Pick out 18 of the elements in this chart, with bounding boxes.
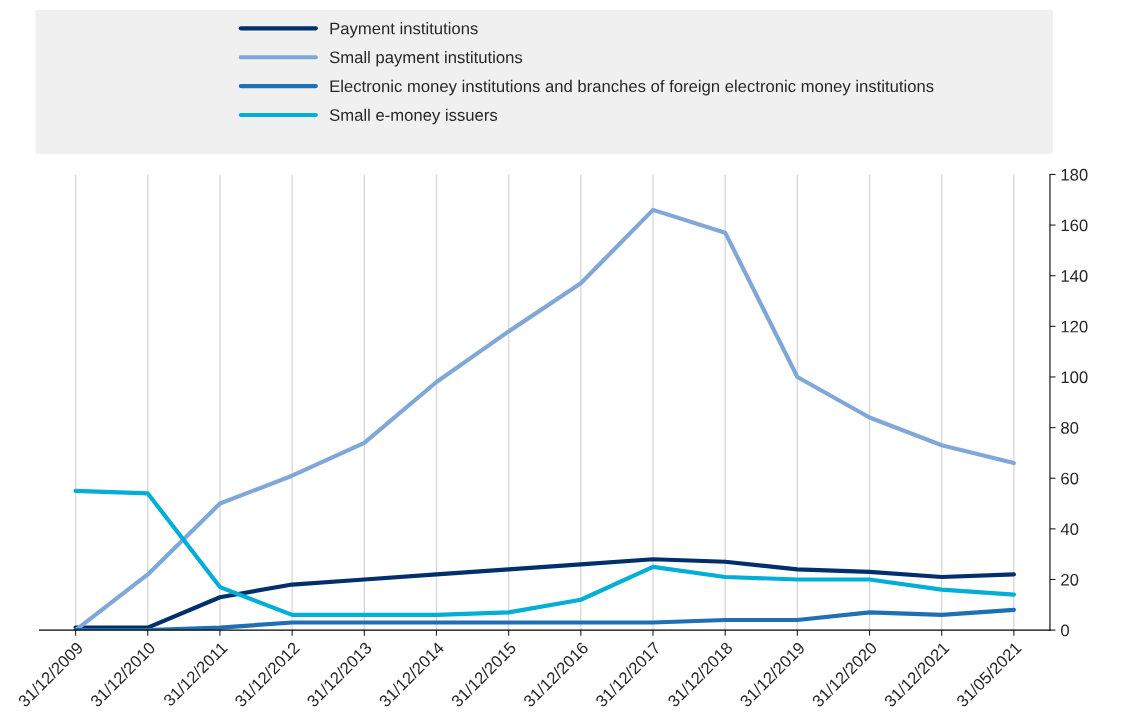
y-tick-label: 160 xyxy=(1061,219,1088,232)
y-tick-label: 0 xyxy=(1061,624,1069,637)
line-series xyxy=(73,557,1016,630)
legend-label: Electronic money institutions and branches of foreign electronic money institutions xyxy=(330,79,934,96)
y-tick-label: 100 xyxy=(1061,371,1088,384)
legend-label: Payment institutions xyxy=(330,22,478,38)
legend-label: Small e-money issuers xyxy=(329,108,498,125)
y-tick-label: 180 xyxy=(1061,168,1088,181)
y-tick-label: 140 xyxy=(1061,270,1088,282)
y-tick-label: 60 xyxy=(1061,472,1079,485)
line-series xyxy=(73,607,1016,631)
y-tick-label: 120 xyxy=(1061,320,1088,333)
line-series xyxy=(73,488,1016,618)
y-tick-label: 40 xyxy=(1060,523,1079,536)
y-tick-label: 80 xyxy=(1061,422,1079,434)
y-tick-label: 20 xyxy=(1061,573,1079,586)
legend-label: Small payment institutions xyxy=(329,50,523,67)
line-series xyxy=(73,207,1016,631)
